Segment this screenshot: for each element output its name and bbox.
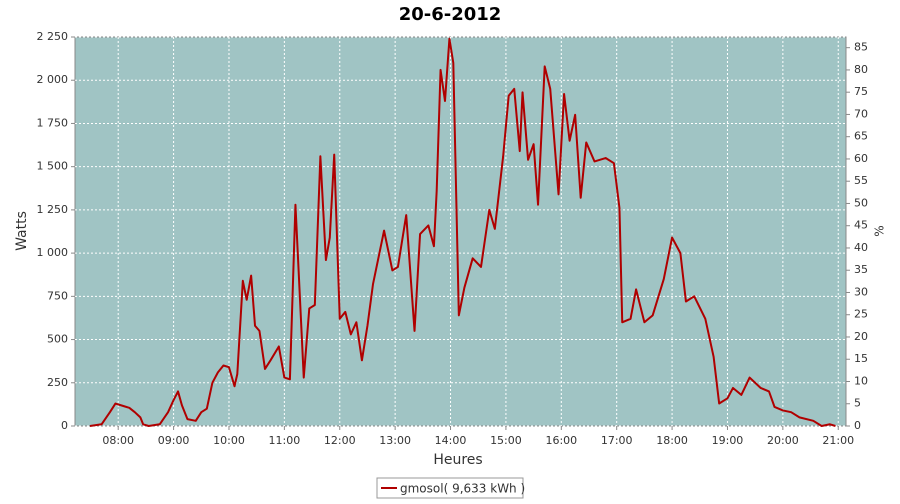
y2-tick-label: 60	[854, 152, 868, 165]
y2-tick-label: 40	[854, 241, 868, 254]
x-tick-label: 14:00	[435, 434, 467, 447]
y-tick-label: 1 250	[37, 203, 69, 216]
series-line	[89, 37, 836, 427]
y2-tick-label: 50	[854, 196, 868, 209]
y-tick-label: 2 250	[37, 30, 69, 43]
legend-box	[376, 477, 524, 499]
y-tick-label: 1 750	[37, 116, 69, 129]
y2-tick-label: 65	[854, 130, 868, 143]
y2-tick-label: 15	[854, 352, 868, 365]
y-tick-label: 250	[47, 376, 68, 389]
y-tick-label: 500	[47, 333, 68, 346]
legend-label: gmosol( 9,633 kWh )	[400, 482, 525, 496]
x-tick-label: 20:00	[767, 434, 799, 447]
plot-area	[71, 36, 850, 430]
y-tick-label: 2 000	[37, 73, 69, 86]
x-tick-label: 10:00	[213, 434, 245, 447]
x-tick-label: 12:00	[324, 434, 356, 447]
x-tick-label: 09:00	[158, 434, 190, 447]
y2-tick-label: 20	[854, 330, 868, 343]
chart-title: 20-6-2012	[399, 4, 502, 25]
y-tick-label: 750	[47, 289, 68, 302]
y-axis-label: Watts	[14, 211, 30, 251]
x-tick-label: 13:00	[379, 434, 411, 447]
x-tick-label: 18:00	[656, 434, 688, 447]
y2-axis-label: %	[873, 225, 887, 236]
y2-tick-label: 55	[854, 174, 868, 187]
y2-tick-label: 80	[854, 63, 868, 76]
legend: gmosol( 9,633 kWh )	[376, 477, 525, 499]
y2-tick-label: 5	[854, 397, 861, 410]
x-tick-label: 15:00	[490, 434, 522, 447]
plot-background	[74, 36, 847, 427]
y2-tick-label: 85	[854, 41, 868, 54]
y2-tick-label: 35	[854, 263, 868, 276]
y-tick-label: 1 500	[37, 160, 69, 173]
x-tick-label: 11:00	[269, 434, 301, 447]
y2-tick-label: 70	[854, 107, 868, 120]
x-tick-label: 21:00	[822, 434, 854, 447]
y2-tick-label: 45	[854, 219, 868, 232]
x-tick-label: 19:00	[712, 434, 744, 447]
x-tick-label: 08:00	[102, 434, 134, 447]
x-tick-label: 16:00	[545, 434, 577, 447]
y2-tick-label: 10	[854, 374, 868, 387]
y-tick-label: 0	[61, 419, 68, 432]
y-tick-label: 1 000	[37, 246, 69, 259]
x-tick-label: 17:00	[601, 434, 633, 447]
y2-tick-label: 30	[854, 285, 868, 298]
x-axis-label: Heures	[433, 452, 482, 468]
y2-tick-label: 0	[854, 419, 861, 432]
y2-tick-label: 75	[854, 85, 868, 98]
y2-tick-label: 25	[854, 308, 868, 321]
